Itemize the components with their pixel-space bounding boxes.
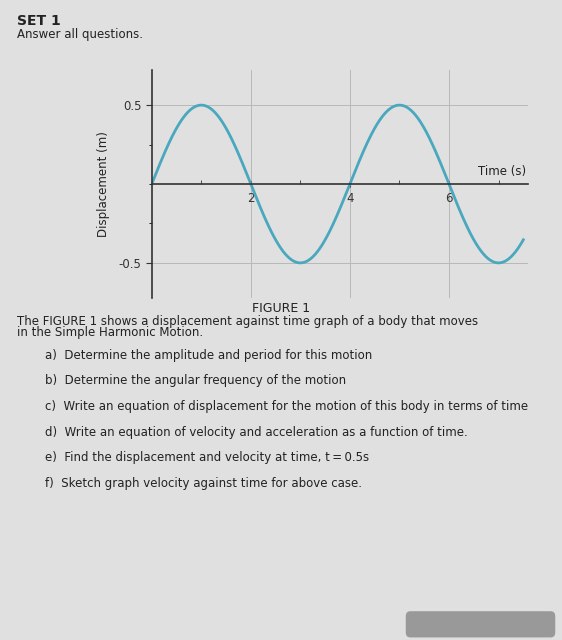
Y-axis label: Displacement (m): Displacement (m) (97, 131, 110, 237)
Text: a)  Determine the amplitude and period for this motion: a) Determine the amplitude and period fo… (45, 349, 372, 362)
Text: d)  Write an equation of velocity and acceleration as a function of time.: d) Write an equation of velocity and acc… (45, 426, 468, 438)
Text: Answer all questions.: Answer all questions. (17, 28, 143, 40)
Text: The FIGURE 1 shows a displacement against time graph of a body that moves: The FIGURE 1 shows a displacement agains… (17, 315, 478, 328)
Text: c)  Write an equation of displacement for the motion of this body in terms of ti: c) Write an equation of displacement for… (45, 400, 528, 413)
Text: f)  Sketch graph velocity against time for above case.: f) Sketch graph velocity against time fo… (45, 477, 362, 490)
Text: in the Simple Harmonic Motion.: in the Simple Harmonic Motion. (17, 326, 203, 339)
Text: SET 1: SET 1 (17, 14, 61, 28)
Text: b)  Determine the angular frequency of the motion: b) Determine the angular frequency of th… (45, 374, 346, 387)
Text: Time (s): Time (s) (478, 164, 526, 178)
Text: e)  Find the displacement and velocity at time, t = 0.5s: e) Find the displacement and velocity at… (45, 451, 369, 464)
Text: FIGURE 1: FIGURE 1 (252, 302, 310, 315)
